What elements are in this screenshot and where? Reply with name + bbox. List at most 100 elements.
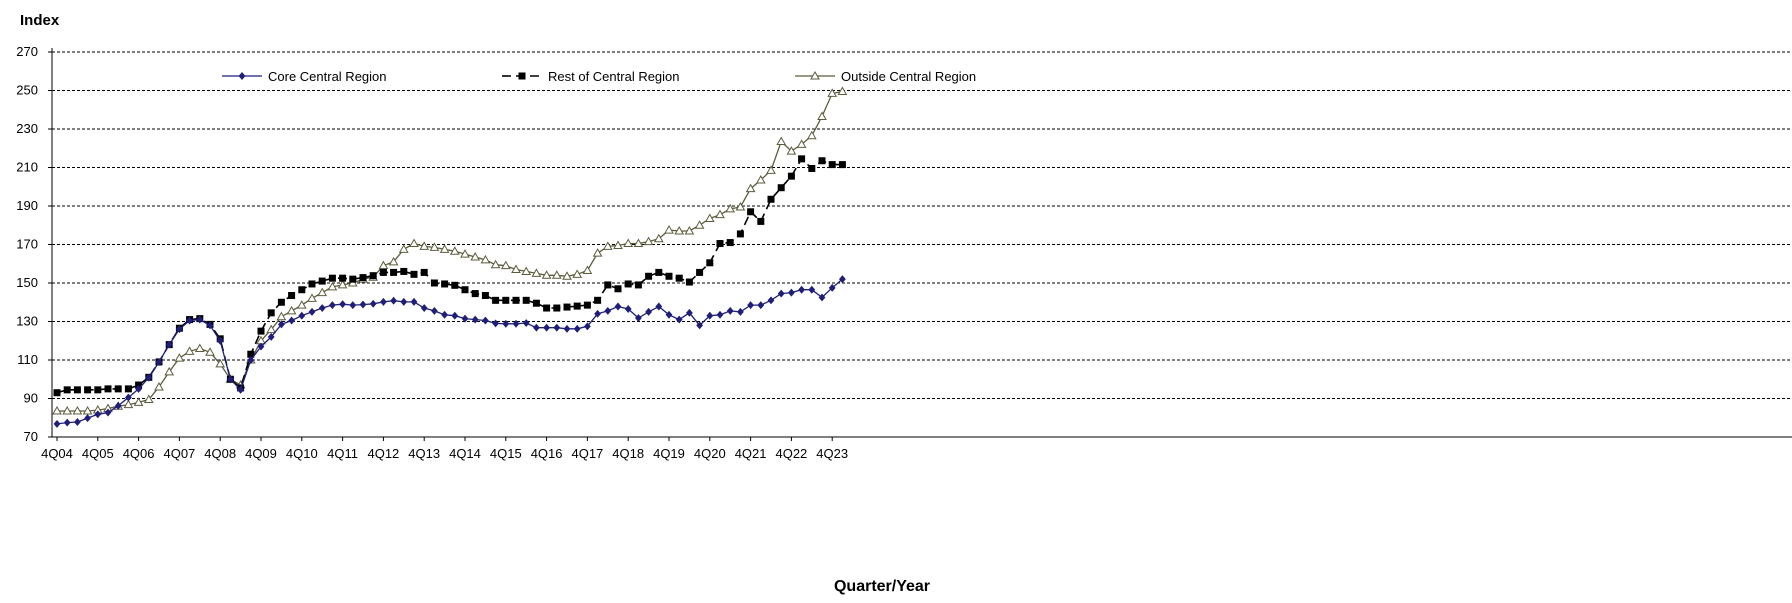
data-point: [155, 358, 163, 367]
data-point: [410, 297, 418, 306]
y-tick-label: 270: [16, 44, 38, 59]
data-point: [400, 267, 408, 275]
axes: [51, 48, 1792, 438]
data-point: [205, 347, 215, 356]
data-point: [757, 301, 765, 310]
x-tick-label: 4Q20: [694, 446, 726, 461]
data-point: [828, 161, 836, 169]
data-point: [390, 296, 397, 305]
data-point: [94, 386, 102, 394]
x-tick-label: 4Q18: [612, 446, 644, 461]
data-point: [818, 157, 826, 165]
data-point: [592, 248, 603, 257]
data-point: [349, 275, 357, 283]
x-tick-label: 4Q08: [204, 446, 236, 461]
data-point: [379, 268, 387, 276]
data-point: [767, 195, 775, 203]
data-point: [82, 406, 93, 415]
legend-label: Core Central Region: [268, 69, 387, 84]
y-axis-label: Index: [20, 12, 60, 29]
data-point: [839, 275, 846, 284]
y-tick-label: 190: [16, 198, 38, 213]
data-point: [675, 274, 683, 282]
data-point: [543, 304, 551, 312]
data-point: [541, 270, 552, 279]
y-tick-label: 70: [24, 429, 38, 444]
x-tick-label: 4Q12: [367, 446, 399, 461]
legend-marker: [810, 70, 820, 80]
data-point: [796, 139, 807, 148]
data-point: [307, 293, 317, 302]
legend-item: Outside Central Region: [795, 69, 976, 84]
data-point: [337, 279, 348, 289]
data-point: [808, 164, 816, 172]
data-point: [267, 332, 275, 341]
x-tick-label: 4Q07: [163, 446, 195, 461]
data-point: [706, 259, 714, 267]
data-point: [288, 316, 295, 325]
data-point: [390, 268, 398, 276]
data-point: [461, 286, 469, 294]
data-point: [143, 394, 154, 403]
data-point: [522, 319, 530, 328]
data-point: [562, 271, 572, 280]
data-point: [145, 373, 153, 382]
data-point: [502, 319, 510, 328]
x-tick-label: 4Q19: [653, 446, 685, 461]
x-tick-label: 4Q23: [816, 446, 848, 461]
data-point: [543, 323, 550, 332]
data-point: [645, 307, 652, 316]
x-tick-label: 4Q22: [775, 446, 807, 461]
data-point: [694, 220, 705, 229]
data-point: [420, 304, 428, 312]
data-point: [123, 399, 134, 409]
data-point: [594, 309, 601, 318]
data-point: [124, 385, 132, 393]
series-lines: [52, 86, 848, 428]
data-point: [63, 386, 71, 394]
series-line: [56, 157, 843, 394]
series-line: [57, 90, 843, 412]
grid-lines: [52, 51, 1792, 399]
data-point: [63, 418, 71, 427]
data-point: [125, 393, 132, 402]
data-point: [308, 307, 316, 316]
data-point: [533, 323, 540, 332]
data-point: [655, 302, 663, 311]
series-1: [53, 155, 846, 397]
data-point: [461, 314, 469, 323]
data-point: [133, 397, 144, 406]
data-point: [531, 268, 542, 277]
data-point: [653, 233, 664, 243]
data-point: [154, 381, 164, 391]
legend-label: Rest of Central Region: [548, 69, 680, 84]
data-point: [492, 296, 500, 304]
legend-marker: [238, 72, 246, 80]
x-tick-labels: 4Q04 4Q05 4Q06 4Q07 4Q08 4Q09 4Q10 4Q11 4Q12 4Q13…: [41, 437, 848, 461]
data-point: [685, 278, 693, 286]
data-point: [329, 301, 336, 310]
data-point: [398, 244, 409, 253]
data-point: [715, 209, 725, 219]
data-point: [553, 323, 561, 332]
data-point: [359, 300, 367, 309]
series-2: [52, 86, 848, 415]
data-point: [635, 314, 642, 322]
data-point: [492, 319, 499, 328]
data-point: [471, 315, 479, 324]
data-point: [104, 385, 112, 393]
x-tick-label: 4Q06: [123, 446, 155, 461]
data-point: [563, 303, 571, 311]
data-point: [665, 310, 673, 319]
data-point: [237, 385, 244, 394]
data-point: [838, 161, 846, 169]
data-point: [482, 316, 489, 325]
data-point: [266, 324, 277, 334]
data-point: [369, 299, 377, 308]
data-point: [470, 252, 481, 261]
data-point: [726, 239, 734, 247]
y-tick-label: 250: [16, 83, 38, 98]
data-point: [349, 301, 357, 310]
data-point: [439, 244, 450, 253]
